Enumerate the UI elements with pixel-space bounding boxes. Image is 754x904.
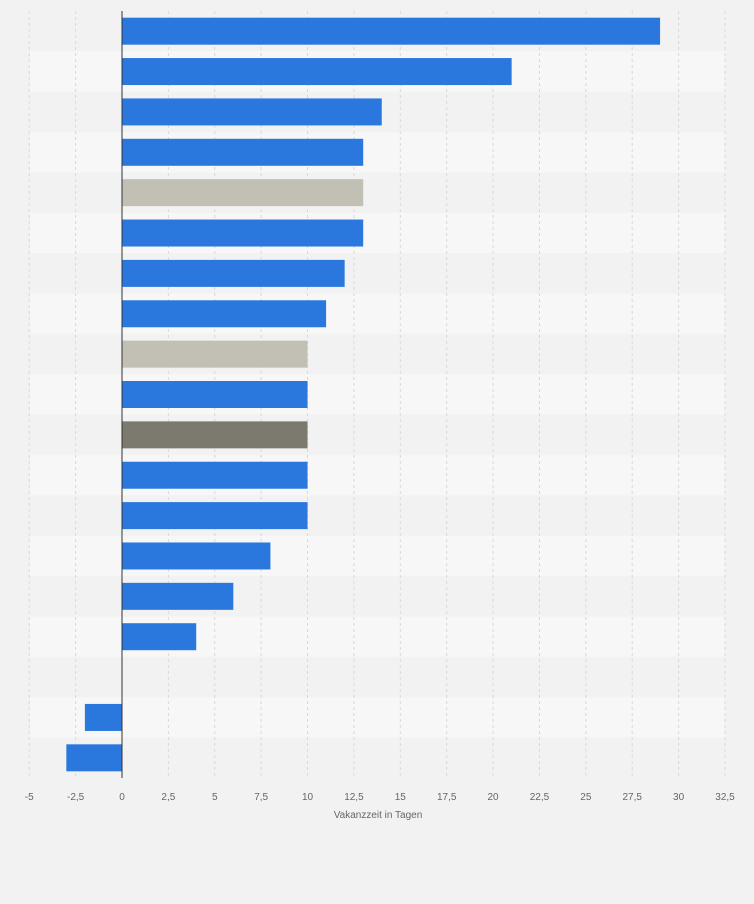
x-tick-label: -5	[25, 792, 34, 803]
x-tick-label: 17,5	[437, 792, 457, 803]
bar	[122, 179, 364, 207]
bar	[122, 58, 512, 86]
bar	[66, 744, 122, 772]
bar	[122, 582, 234, 610]
x-tick-label: 5	[212, 792, 218, 803]
x-axis-title: Vakanzzeit in Tagen	[334, 810, 423, 821]
bar	[122, 300, 327, 328]
bar	[122, 259, 345, 287]
bar	[122, 219, 364, 247]
x-tick-labels: -5 -2,5 0 2,5 5 7,5 10 12,5 15 17,5 20 22,5 25 27,5 30…	[25, 792, 735, 803]
x-tick-label: 30	[673, 792, 685, 803]
x-tick-label: 15	[395, 792, 407, 803]
x-tick-label: 12,5	[344, 792, 364, 803]
bar	[84, 703, 122, 731]
bar	[122, 421, 308, 449]
row-band	[30, 697, 725, 738]
x-tick-label: 25	[580, 792, 592, 803]
bars	[66, 17, 661, 772]
x-tick-label: -2,5	[67, 792, 85, 803]
x-tick-label: 27,5	[622, 792, 642, 803]
x-tick-label: 20	[488, 792, 500, 803]
row-band	[30, 737, 725, 778]
bar	[122, 381, 308, 408]
bar	[122, 542, 271, 570]
row-band	[30, 656, 725, 698]
x-tick-label: 0	[119, 792, 125, 803]
bar	[122, 340, 308, 368]
x-tick-label: 10	[302, 792, 314, 803]
x-tick-label: 2,5	[161, 792, 175, 803]
x-tick-label: 32,5	[715, 792, 735, 803]
bar	[122, 98, 382, 126]
bar	[122, 17, 661, 45]
bar	[122, 623, 197, 651]
bar	[122, 461, 308, 489]
x-tick-label: 22,5	[530, 792, 550, 803]
bar	[122, 502, 308, 530]
bar	[122, 138, 364, 166]
x-tick-label: 7,5	[254, 792, 268, 803]
